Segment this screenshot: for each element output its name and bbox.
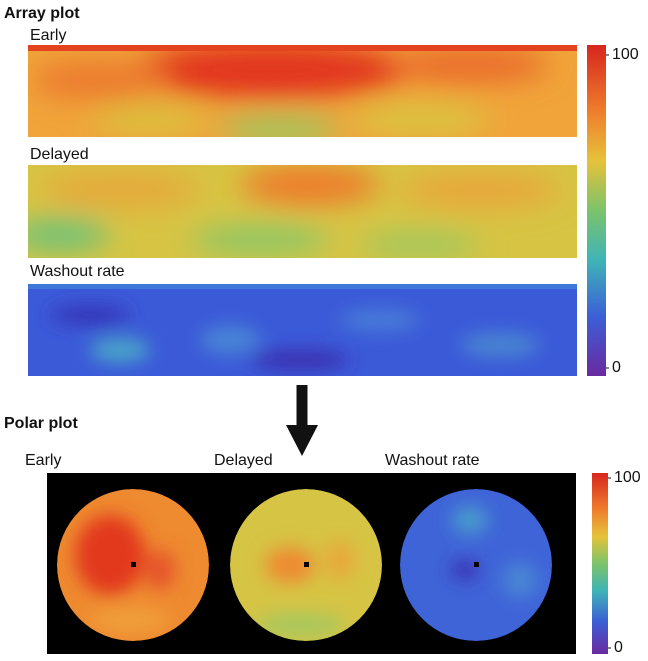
panel-label: Delayed bbox=[30, 146, 89, 163]
panel-label: Early bbox=[25, 452, 61, 469]
arrow-head bbox=[286, 425, 318, 456]
colorbar-tick-label: 0 bbox=[612, 359, 621, 376]
colorbar bbox=[592, 473, 608, 654]
colorbar-ticks: 0 100 bbox=[608, 469, 641, 656]
center-dot bbox=[304, 562, 309, 567]
heatmap bbox=[28, 45, 577, 137]
panel-label: Washout rate bbox=[385, 452, 480, 469]
section-title: Polar plot bbox=[4, 415, 78, 432]
colorbar bbox=[587, 45, 606, 376]
center-dot bbox=[474, 562, 479, 567]
colorbar-tick-label: 0 bbox=[614, 639, 623, 656]
section-title: Array plot bbox=[4, 5, 80, 22]
center-dot bbox=[131, 562, 136, 567]
colorbar-ticks: 0 100 bbox=[606, 46, 639, 376]
panel-label: Delayed bbox=[214, 452, 273, 469]
colorbar-tick-label: 100 bbox=[614, 469, 641, 486]
panel-label: Early bbox=[30, 27, 66, 44]
heatmap bbox=[28, 165, 577, 258]
heatmap bbox=[28, 284, 577, 376]
colorbar-tick-label: 100 bbox=[612, 46, 639, 63]
panel-label: Washout rate bbox=[30, 263, 125, 280]
